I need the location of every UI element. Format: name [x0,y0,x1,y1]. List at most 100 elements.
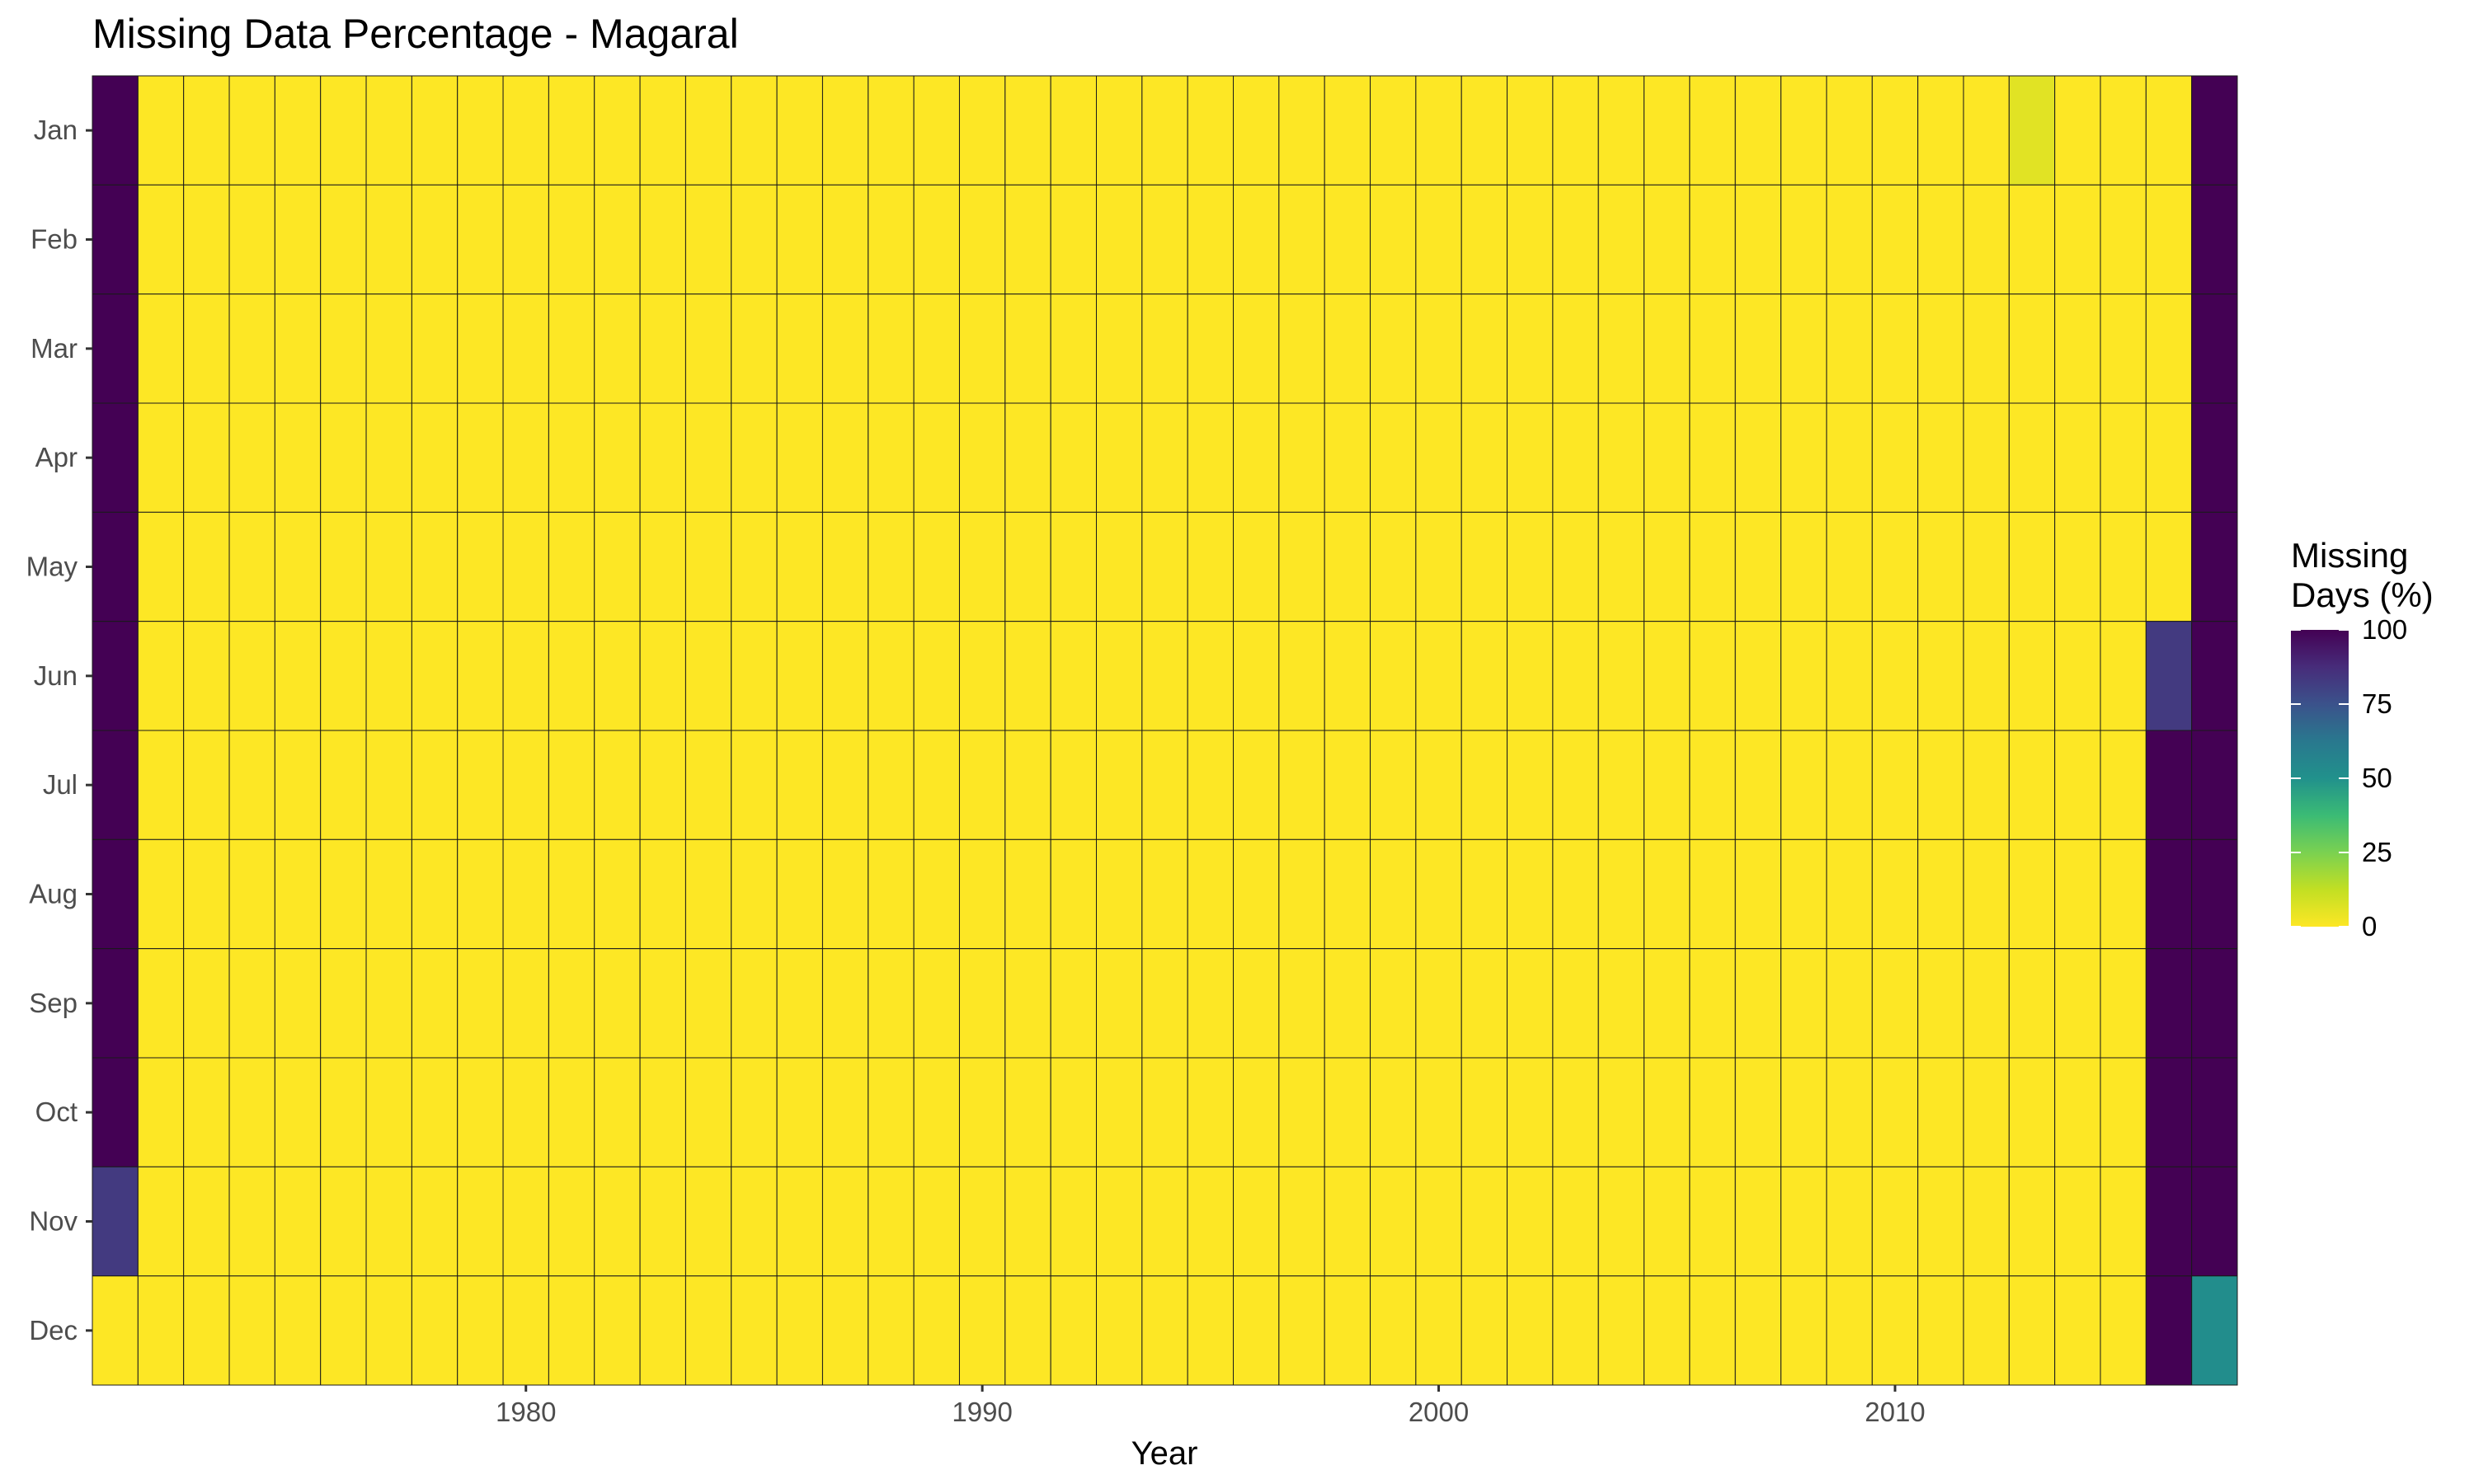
heatmap-cell [1050,621,1097,731]
heatmap-cell [320,838,367,950]
legend-title-line1: Missing [2291,536,2408,575]
heatmap-cell [1141,75,1188,186]
heatmap-cell [2008,1275,2056,1386]
heatmap-cell [183,1057,230,1167]
heatmap-cell [183,184,230,295]
heatmap-cell [1644,621,1691,731]
heatmap-cell [913,184,960,295]
heatmap-cell [228,402,275,513]
heatmap-cell [137,184,185,295]
heatmap-cell [1233,730,1280,840]
y-tick-label: Dec [29,1315,78,1345]
heatmap-cell [1141,1057,1188,1167]
heatmap-cell [1370,294,1417,404]
y-tick-label: Mar [31,333,78,364]
heatmap-cell [776,75,823,186]
heatmap-cell [868,1057,915,1167]
heatmap-cell [639,948,686,1059]
heatmap-cell [1324,511,1371,622]
heatmap-cell [1004,621,1051,731]
heatmap-cell [2191,1166,2238,1277]
heatmap-cell [2100,838,2147,950]
heatmap-cell [1871,730,1919,840]
heatmap-cell [1871,838,1919,950]
heatmap-cell [1095,1166,1143,1277]
heatmap-cell [1004,730,1051,840]
heatmap-cell [228,1057,275,1167]
heatmap-cell [320,294,367,404]
heatmap-cell [1507,184,1554,295]
heatmap-cell [731,294,778,404]
heatmap-cell [1644,294,1691,404]
heatmap-cell [1415,621,1462,731]
heatmap-cell [1644,402,1691,513]
heatmap-cell [1917,294,1964,404]
heatmap-cell [913,1275,960,1386]
heatmap-cell [274,511,322,622]
heatmap-cell [548,948,595,1059]
heatmap-cell [1050,948,1097,1059]
y-tick-label: Oct [35,1097,78,1127]
heatmap-cell [1780,75,1827,186]
heatmap-cell [2054,730,2101,840]
heatmap-cell [92,402,139,513]
heatmap-cell [2008,621,2056,731]
heatmap-cell [776,184,823,295]
heatmap-cell [1233,1275,1280,1386]
heatmap-cell [1507,1275,1554,1386]
heatmap-cell [1187,75,1235,186]
heatmap-cell [1826,621,1873,731]
heatmap-cell [1734,621,1782,731]
heatmap-cell [1689,948,1736,1059]
heatmap-cell [821,402,869,513]
heatmap-cell [92,511,139,622]
heatmap-cell [2054,75,2101,186]
heatmap-cell [594,511,641,622]
heatmap-cell [548,511,595,622]
heatmap-cell [183,511,230,622]
heatmap-cell [2145,1166,2193,1277]
heatmap-cell [1415,838,1462,950]
heatmap-cell [1507,294,1554,404]
heatmap-cell [320,621,367,731]
heatmap-cell [2145,294,2193,404]
heatmap-cell [1644,838,1691,950]
heatmap-cell [1460,1057,1508,1167]
heatmap-cell [2191,75,2238,186]
heatmap-cell [2191,294,2238,404]
heatmap-cell [2100,1057,2147,1167]
heatmap-cell [1689,730,1736,840]
heatmap-cell [1460,75,1508,186]
heatmap-cell [1597,1166,1645,1277]
heatmap-cell [868,1275,915,1386]
heatmap-cell [2100,1166,2147,1277]
heatmap-cell [2100,402,2147,513]
heatmap-cell [684,730,732,840]
y-tick-label: Jun [34,660,78,691]
heatmap-cell [1871,621,1919,731]
heatmap-cell [1734,511,1782,622]
heatmap-cell [457,730,504,840]
heatmap-cell [548,1275,595,1386]
heatmap-cell [457,1057,504,1167]
heatmap-cell [1871,294,1919,404]
heatmap-cell [594,948,641,1059]
heatmap-cell [548,184,595,295]
heatmap-cell [502,511,549,622]
heatmap-cell [1826,730,1873,840]
heatmap-cell [684,1275,732,1386]
heatmap-cell [958,1275,1006,1386]
heatmap-cell [1780,838,1827,950]
heatmap-cell [913,511,960,622]
heatmap-cell [776,1275,823,1386]
heatmap-cell [502,1057,549,1167]
heatmap-cell [776,511,823,622]
heatmap-cell [1734,75,1782,186]
heatmap-cell [1507,402,1554,513]
heatmap-cell [958,1057,1006,1167]
heatmap-cell [1826,75,1873,186]
heatmap-cell [1050,294,1097,404]
heatmap-cell [1460,511,1508,622]
heatmap-cell [274,402,322,513]
heatmap-cell [1004,402,1051,513]
